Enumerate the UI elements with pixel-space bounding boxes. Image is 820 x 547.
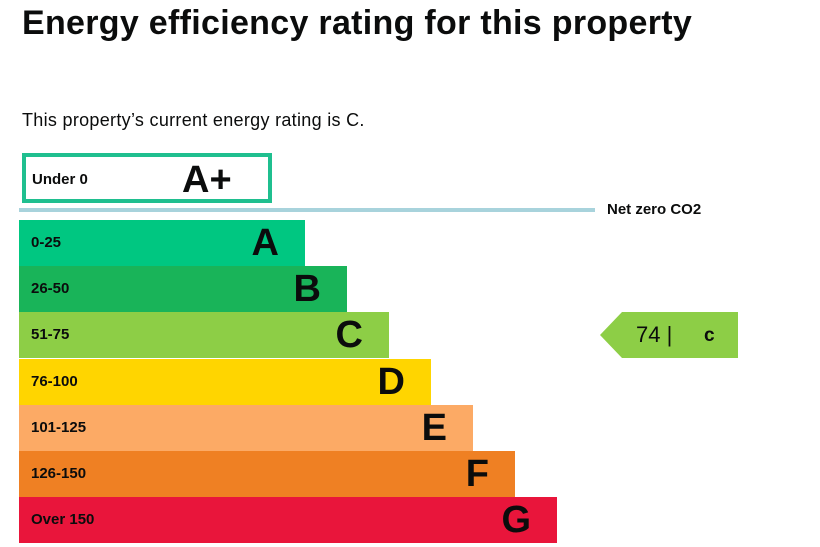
band-e: 101-125 E bbox=[19, 404, 473, 451]
band-d: 76-100 D bbox=[19, 358, 431, 405]
band-letter: B bbox=[293, 268, 321, 311]
band-a: 0-25 A bbox=[19, 220, 305, 266]
band-b: 26-50 B bbox=[19, 266, 347, 313]
band-range: 0-25 bbox=[31, 234, 62, 251]
band-letter: D bbox=[377, 360, 405, 403]
band-a-plus: Under 0 A+ bbox=[22, 153, 272, 203]
net-zero-label: Net zero CO2 bbox=[607, 201, 702, 218]
band-letter: C bbox=[335, 314, 363, 357]
band-letter: E bbox=[421, 406, 447, 449]
band-range: 51-75 bbox=[31, 326, 70, 344]
current-rating-marker: 74 | c bbox=[600, 312, 738, 359]
band-range: 76-100 bbox=[31, 372, 78, 390]
band-letter: G bbox=[501, 499, 531, 542]
band-g: Over 150 G bbox=[19, 497, 557, 544]
band-range: 101-125 bbox=[31, 418, 87, 436]
current-score: 74 | bbox=[636, 322, 673, 348]
band-letter: A+ bbox=[182, 159, 232, 201]
band-range: 126-150 bbox=[31, 465, 87, 482]
band-f: 126-150 F bbox=[19, 451, 515, 497]
arrow-shape bbox=[600, 312, 738, 359]
band-range: 26-50 bbox=[31, 280, 70, 298]
band-range: Under 0 bbox=[32, 171, 88, 188]
net-zero-line bbox=[19, 208, 595, 212]
page-title: Energy efficiency rating for this proper… bbox=[22, 4, 693, 42]
band-c: 51-75 C bbox=[19, 312, 389, 359]
band-letter: A bbox=[251, 222, 279, 264]
band-letter: F bbox=[465, 453, 489, 495]
current-letter: c bbox=[704, 325, 715, 347]
band-range: Over 150 bbox=[31, 511, 95, 529]
rating-summary: This property’s current energy rating is… bbox=[22, 110, 365, 130]
